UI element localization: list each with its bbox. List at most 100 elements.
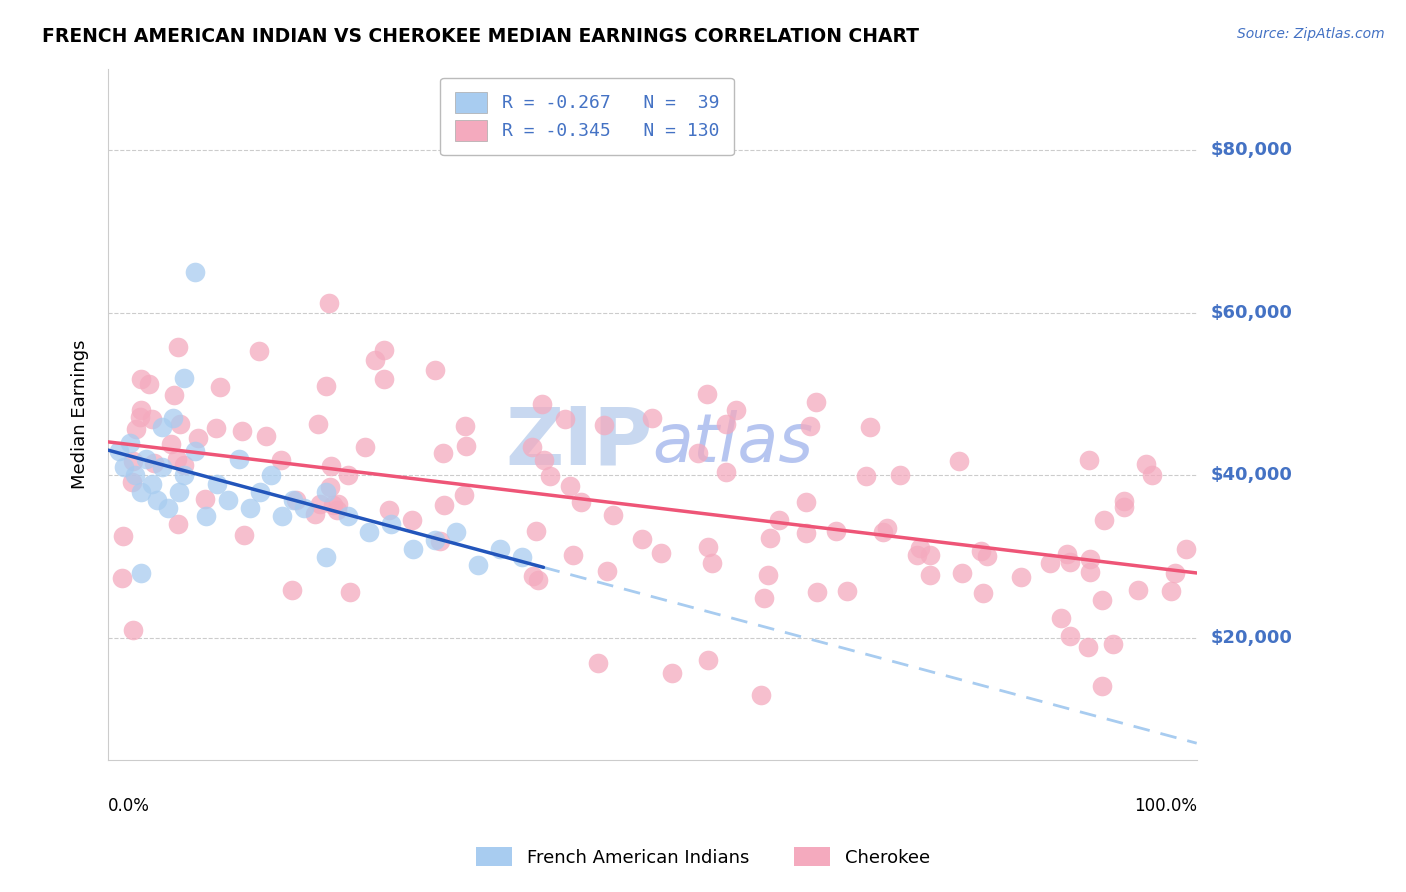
Point <box>167 340 190 354</box>
Point <box>433 499 456 513</box>
Point <box>122 454 145 468</box>
Point <box>260 468 283 483</box>
Point <box>1059 629 1081 643</box>
Point <box>121 475 143 490</box>
Point <box>510 549 533 564</box>
Point <box>533 453 555 467</box>
Text: atlas: atlas <box>652 409 814 475</box>
Point <box>173 468 195 483</box>
Point <box>630 533 652 547</box>
Point <box>318 295 340 310</box>
Point <box>129 566 152 580</box>
Text: ZIP: ZIP <box>505 404 652 482</box>
Point <box>758 567 780 582</box>
Point <box>232 528 254 542</box>
Point <box>163 388 186 402</box>
Point <box>560 479 582 493</box>
Point <box>308 497 330 511</box>
Point <box>378 503 401 517</box>
Point <box>118 435 141 450</box>
Point <box>364 352 387 367</box>
Point <box>336 509 359 524</box>
Text: $40,000: $40,000 <box>1211 467 1292 484</box>
Point <box>141 476 163 491</box>
Point <box>794 525 817 540</box>
Point <box>112 460 135 475</box>
Point <box>1128 582 1150 597</box>
Point <box>142 456 165 470</box>
Point <box>108 444 131 458</box>
Point <box>569 495 592 509</box>
Point <box>696 540 718 554</box>
Point <box>1135 457 1157 471</box>
Point <box>328 497 350 511</box>
Point <box>373 343 395 357</box>
Legend: R = -0.267   N =  39, R = -0.345   N = 130: R = -0.267 N = 39, R = -0.345 N = 130 <box>440 78 734 155</box>
Point <box>453 488 475 502</box>
Point <box>1090 679 1112 693</box>
Point <box>554 411 576 425</box>
Point <box>1039 556 1062 570</box>
Point <box>319 480 342 494</box>
Point <box>976 549 998 563</box>
Point <box>315 484 337 499</box>
Point <box>696 387 718 401</box>
Point <box>972 586 994 600</box>
Point <box>1010 570 1032 584</box>
Point <box>208 380 231 394</box>
Point <box>152 460 174 475</box>
Point <box>1078 566 1101 580</box>
Point <box>336 468 359 483</box>
Point <box>111 571 134 585</box>
Point <box>586 656 609 670</box>
Point <box>1059 556 1081 570</box>
Point <box>806 585 828 599</box>
Point <box>700 556 723 570</box>
Point <box>920 568 942 582</box>
Point <box>162 411 184 425</box>
Point <box>270 453 292 467</box>
Point <box>1094 513 1116 527</box>
Point <box>837 583 859 598</box>
Point <box>194 509 217 524</box>
Point <box>315 379 337 393</box>
Point <box>319 458 342 473</box>
Point <box>948 453 970 467</box>
Point <box>522 569 544 583</box>
Point <box>138 377 160 392</box>
Point <box>231 424 253 438</box>
Point <box>602 508 624 522</box>
Point <box>520 441 543 455</box>
Point <box>401 513 423 527</box>
Point <box>859 419 882 434</box>
Point <box>1077 452 1099 467</box>
Point <box>794 495 817 509</box>
Point <box>1160 584 1182 599</box>
Point <box>129 372 152 386</box>
Point <box>970 543 993 558</box>
Point <box>112 529 135 543</box>
Point <box>205 476 228 491</box>
Point <box>596 564 619 578</box>
Point <box>141 411 163 425</box>
Point <box>1077 640 1099 654</box>
Text: $80,000: $80,000 <box>1211 141 1292 159</box>
Point <box>304 508 326 522</box>
Point <box>905 549 928 563</box>
Point <box>307 417 329 432</box>
Point <box>315 549 337 564</box>
Point <box>538 468 561 483</box>
Point <box>530 397 553 411</box>
Point <box>156 500 179 515</box>
Point <box>1112 494 1135 508</box>
Point <box>641 411 664 425</box>
Point <box>876 521 898 535</box>
Point <box>920 548 942 562</box>
Point <box>749 688 772 702</box>
Point <box>402 541 425 556</box>
Point <box>1056 547 1078 561</box>
Point <box>281 492 304 507</box>
Text: Source: ZipAtlas.com: Source: ZipAtlas.com <box>1237 27 1385 41</box>
Point <box>526 573 548 587</box>
Point <box>562 548 585 562</box>
